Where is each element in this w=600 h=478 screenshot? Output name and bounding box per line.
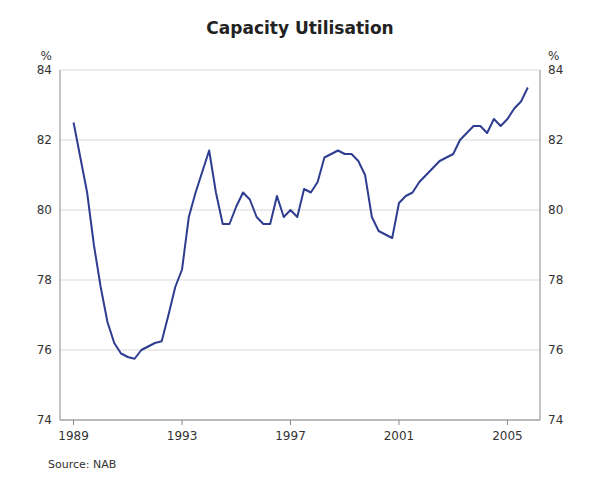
x-tick <box>398 420 399 425</box>
y2-axis-label: % <box>548 49 559 63</box>
source-note: Source: NAB <box>48 458 116 471</box>
y2-tick-label: 74 <box>548 413 563 427</box>
chart: 1989 1993 1997 2001 2005 74 76 78 80 82 84 74 76 78 80… <box>0 0 600 478</box>
grid-line <box>60 280 540 281</box>
x-tick <box>182 420 183 425</box>
x-tick-label: 1997 <box>275 429 306 443</box>
grid-line <box>60 140 540 141</box>
x-tick <box>507 420 508 425</box>
x-tick <box>73 420 74 425</box>
y2-tick-label: 80 <box>548 203 563 217</box>
grid-line <box>60 70 540 71</box>
plot-area <box>74 88 528 359</box>
x-tick-label: 2005 <box>492 429 523 443</box>
title: Capacity Utilisation <box>206 18 393 38</box>
y-axis-line <box>60 70 61 420</box>
grid-line <box>60 420 540 421</box>
y2-tick-label: 78 <box>548 273 563 287</box>
y2-tick-label: 76 <box>548 343 563 357</box>
grid <box>60 70 540 420</box>
x-axis-line <box>60 420 540 421</box>
x-tick-label: 1989 <box>58 429 89 443</box>
y-axis-label: % <box>41 49 52 63</box>
x-tick-label: 2001 <box>384 429 415 443</box>
y-tick-label: 74 <box>37 413 52 427</box>
y-tick-label: 80 <box>37 203 52 217</box>
y2-tick-label: 84 <box>548 63 563 77</box>
y-tick-label: 76 <box>37 343 52 357</box>
y-tick-label: 84 <box>37 63 52 77</box>
axes: 1989 1993 1997 2001 2005 74 76 78 80 82 84 74 76 78 80… <box>37 63 564 443</box>
x-tick <box>290 420 291 425</box>
grid-line <box>60 350 540 351</box>
series-line <box>74 88 528 359</box>
y2-axis-line <box>540 70 541 420</box>
y-tick-label: 82 <box>37 133 52 147</box>
y-tick-label: 78 <box>37 273 52 287</box>
x-tick-label: 1993 <box>167 429 198 443</box>
y2-tick-label: 82 <box>548 133 563 147</box>
